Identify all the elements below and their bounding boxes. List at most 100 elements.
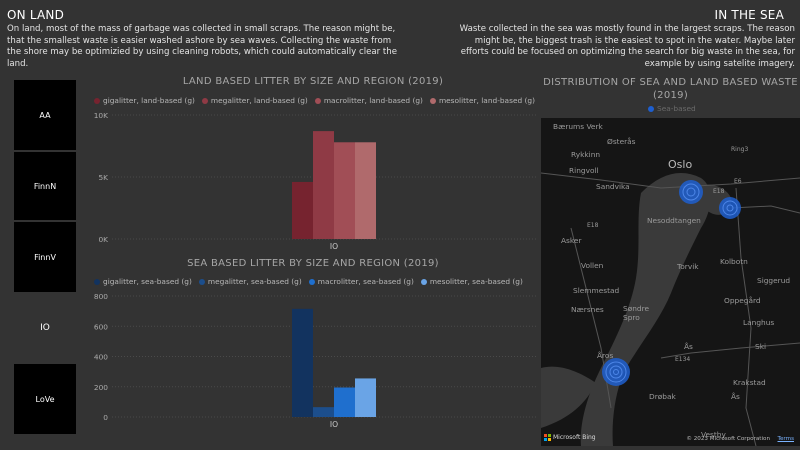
legend-dot [648,105,654,112]
slicer-item-finnn[interactable]: FinnN [14,152,76,220]
bing-logo: Microsoft Bing [544,434,596,441]
slicer-item-aa[interactable]: AA [14,80,76,150]
bar[interactable] [292,308,313,417]
map-place-label: Vollen [581,261,604,270]
legend-label: Sea-based [657,104,696,113]
legend-dot [201,97,208,104]
map-place-label: Ås [731,392,740,401]
map-place-label: Kolbotn [720,257,748,266]
map-place-label: Ring3 [731,146,749,153]
bar[interactable] [355,142,376,239]
road [735,187,757,446]
legend-label: gigalitter, land-based (g) [103,96,195,105]
legend-item[interactable]: mesolitter, sea-based (g) [420,277,523,286]
legend-item[interactable]: megalitter, sea-based (g) [198,277,302,286]
legend-label: megalitter, land-based (g) [210,96,308,105]
road [541,172,800,189]
right-description: Waste collected in the sea was mostly fo… [459,24,795,69]
map-place-label: Østerås [607,137,636,146]
left-heading: ON LAND [7,8,65,22]
right-heading: IN THE SEA [714,8,784,22]
map-view[interactable]: Bærums Verk Østerås Oslo Rykkinn Ring3 R… [541,118,800,446]
map-title: DISTRIBUTION OF SEA AND LAND BASED WASTE… [541,76,800,102]
map-place-label: Ski [755,342,767,351]
legend-item[interactable]: macrolitter, sea-based (g) [308,277,414,286]
map-place-label: Oslo [668,158,693,171]
sea-chart-legend: gigalitter, sea-based (g) megalitter, se… [94,277,523,286]
bar[interactable] [313,131,334,239]
microsoft-logo-icon [544,434,551,441]
slicer-item-io[interactable]: IO [14,294,76,362]
y-tick-label: 200 [94,383,108,392]
map-title-line1: DISTRIBUTION OF SEA AND LAND BASED WASTE [543,77,798,88]
map-place-label: Oppegård [724,296,761,305]
slicer-item-label: FinnV [34,252,56,262]
sea-chart-plot: 0 200 400 600 800 IO [94,292,536,429]
road [660,342,800,359]
legend-dot [94,97,100,104]
map-place-label: Nærsnes [571,305,604,314]
y-tick-label: 600 [94,322,108,331]
y-tick-label: 800 [94,292,108,301]
y-tick-label: 5K [98,173,108,182]
legend-dot [314,97,321,104]
slicer-item-finnv[interactable]: FinnV [14,222,76,292]
legend-item[interactable]: macrolitter, land-based (g) [314,96,423,105]
slicer-item-label: LoVe [35,394,55,404]
map-place-label: Nesoddtangen [647,216,701,225]
bing-label: Microsoft Bing [553,434,596,441]
land-chart-title: LAND BASED LITTER BY SIZE AND REGION (20… [182,76,444,87]
legend-label: macrolitter, sea-based (g) [317,277,414,286]
map-place-label: Siggerud [757,276,791,285]
map-place-label: Ringvoll [569,166,599,175]
road [730,205,800,214]
map-terrain [541,172,800,446]
slicer-item-love[interactable]: LoVe [14,364,76,434]
map-place-label: Sandvika [596,182,630,191]
legend-label: gigalitter, sea-based (g) [103,277,192,286]
sea-based-marker[interactable] [602,358,630,386]
legend-dot [94,278,100,285]
map-title-line2: (2019) [652,90,689,101]
y-tick-label: 10K [94,111,108,120]
legend-label: mesolitter, sea-based (g) [429,277,523,286]
legend-item[interactable]: mesolitter, land-based (g) [429,96,535,105]
legend-item[interactable]: gigalitter, sea-based (g) [94,277,192,286]
legend-label: macrolitter, land-based (g) [323,96,423,105]
map-place-label: Krakstad [733,378,766,387]
x-category-label: IO [330,242,338,251]
bar[interactable] [355,378,376,417]
map-place-label: Vestby [701,430,726,439]
map-place-label: Slemmestad [573,286,620,295]
map-terms-link[interactable]: Terms [777,436,794,442]
left-description: On land, most of the mass of garbage was… [7,24,398,69]
map-place-label: Torvik [677,262,699,271]
map-place-label: E18 [587,222,599,229]
slicer-item-label: FinnN [33,181,57,191]
map-place-label: Søndre Spro [623,304,650,322]
legend-dot [420,278,427,285]
legend-item[interactable]: gigalitter, land-based (g) [94,96,195,105]
map-place-label: E6 [734,178,742,185]
map-place-label: Drøbak [649,392,676,401]
map-place-label: Bærums Verk [553,122,603,131]
map-attribution: © 2023 Microsoft Corporation [686,436,770,442]
bar[interactable] [334,387,355,417]
y-tick-label: 0 [103,413,108,422]
x-category-label: IO [330,420,338,429]
legend-dot [429,97,436,104]
legend-item[interactable]: megalitter, land-based (g) [201,96,308,105]
slicer-item-label: AA [39,110,51,120]
y-tick-label: 0K [98,235,108,244]
legend-dot [308,278,315,285]
bar[interactable] [334,142,355,239]
legend-dot [198,278,205,285]
land-chart-legend: gigalitter, land-based (g) megalitter, l… [94,96,535,105]
map-place-label: E134 [675,356,691,363]
map-place-label: Ås [684,342,693,351]
sea-based-marker[interactable] [679,180,703,204]
bar[interactable] [292,181,313,239]
sea-based-marker[interactable] [719,197,741,219]
bar[interactable] [313,407,334,417]
legend-label: megalitter, sea-based (g) [207,277,302,286]
